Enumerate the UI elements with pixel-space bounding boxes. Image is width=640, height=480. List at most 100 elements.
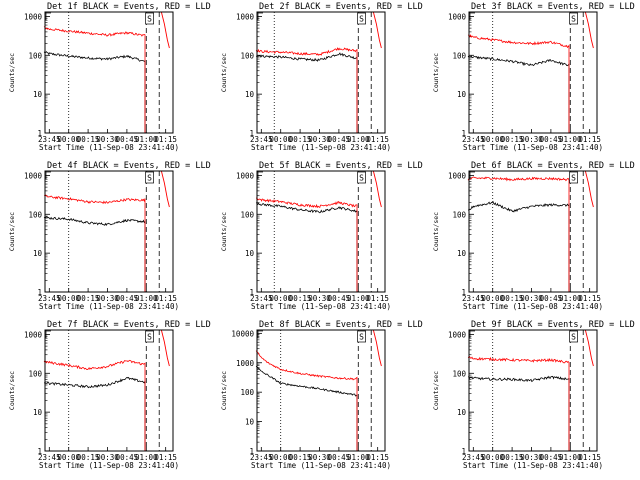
y-axis-label: Counts/sec: [432, 212, 440, 251]
y-tick-label: 1: [461, 447, 466, 456]
lld-spike-segment: [584, 170, 594, 208]
x-tick-label: 23:45: [462, 294, 485, 303]
x-tick-label: 00:15: [501, 135, 524, 144]
y-tick-label: 100: [240, 51, 254, 60]
x-tick-label: 00:15: [77, 453, 100, 462]
x-tick-label: 01:00: [347, 135, 370, 144]
plot-frame: [44, 329, 174, 452]
y-tick-label: 1: [461, 129, 466, 138]
plot-frame: [468, 11, 598, 134]
x-axis-label: Start Time (11-Sep-08 23:41:40): [251, 143, 391, 152]
y-axis-label: Counts/sec: [220, 371, 228, 410]
x-tick-label: 01:15: [578, 294, 601, 303]
y-tick-label: 1: [37, 129, 42, 138]
x-tick-label: 00:15: [289, 453, 312, 462]
x-tick-label: 00:00: [57, 135, 80, 144]
events-series-line: [255, 52, 358, 133]
x-axis-label: Start Time (11-Sep-08 23:41:40): [39, 143, 179, 152]
y-tick-label: 100: [28, 51, 42, 60]
x-tick-label: 00:45: [328, 135, 351, 144]
y-axis-label: Counts/sec: [220, 53, 228, 92]
events-series-line: [255, 202, 358, 292]
x-tick-label: 00:00: [269, 453, 292, 462]
x-tick-label: 23:45: [250, 294, 273, 303]
x-tick-label: 00:15: [501, 294, 524, 303]
x-tick-label: 00:30: [96, 135, 119, 144]
lld-series-line: [44, 194, 146, 292]
panel-det-3: Det 3f BLACK = Events, RED = LLD Start Ti…: [432, 2, 635, 152]
event-marker-label: S: [147, 333, 152, 342]
y-tick-label: 1000: [24, 171, 43, 180]
panel-det-6: Det 6f BLACK = Events, RED = LLD Start Ti…: [432, 161, 635, 311]
plot-frame: [256, 11, 386, 134]
plot-frame: [44, 170, 174, 293]
x-axis-label: Start Time (11-Sep-08 23:41:40): [463, 302, 603, 311]
x-axis-label: Start Time (11-Sep-08 23:41:40): [251, 461, 391, 470]
x-tick-label: 23:45: [38, 135, 61, 144]
x-tick-label: 00:00: [481, 135, 504, 144]
x-tick-label: 01:00: [559, 453, 582, 462]
y-tick-label: 1000: [24, 330, 43, 339]
lld-spike-segment: [160, 11, 170, 49]
x-tick-label: 01:00: [135, 453, 158, 462]
y-tick-label: 1: [37, 447, 42, 456]
events-series-line: [43, 376, 146, 451]
panel-title: Det 9f BLACK = Events, RED = LLD: [471, 320, 635, 330]
panel-det-7: Det 7f BLACK = Events, RED = LLD Start Ti…: [8, 320, 211, 470]
event-marker-label: S: [147, 174, 152, 183]
event-marker-box: [145, 12, 154, 25]
x-tick-label: 01:00: [559, 135, 582, 144]
y-tick-label: 100: [452, 369, 466, 378]
event-marker-box: [145, 330, 154, 343]
event-marker-box: [357, 171, 366, 184]
y-tick-label: 1000: [448, 12, 467, 21]
x-tick-label: 00:30: [520, 294, 543, 303]
x-tick-label: 00:45: [540, 135, 563, 144]
y-tick-label: 1: [37, 288, 42, 297]
x-tick-label: 01:15: [578, 453, 601, 462]
x-tick-label: 00:15: [501, 453, 524, 462]
events-series-line: [43, 51, 146, 133]
event-marker-box: [569, 171, 578, 184]
x-tick-label: 00:30: [308, 135, 331, 144]
events-series-line: [468, 375, 570, 451]
x-tick-label: 00:00: [481, 453, 504, 462]
y-tick-label: 100: [452, 210, 466, 219]
x-axis-label: Start Time (11-Sep-08 23:41:40): [39, 461, 179, 470]
y-tick-label: 100: [240, 388, 254, 397]
y-axis-label: Counts/sec: [8, 53, 16, 92]
lld-spike-segment: [584, 329, 594, 367]
y-tick-label: 1: [249, 447, 254, 456]
event-marker-box: [357, 12, 366, 25]
y-tick-label: 100: [28, 369, 42, 378]
panel-title: Det 4f BLACK = Events, RED = LLD: [47, 161, 211, 171]
y-tick-label: 10: [33, 408, 43, 417]
x-tick-label: 00:45: [116, 453, 139, 462]
lld-series-line: [255, 350, 358, 451]
x-tick-label: 00:45: [328, 453, 351, 462]
events-series-line: [467, 55, 570, 133]
x-tick-label: 00:00: [57, 453, 80, 462]
y-tick-label: 1000: [236, 359, 255, 368]
lld-series-line: [43, 26, 146, 133]
x-tick-label: 00:15: [77, 294, 100, 303]
event-marker-box: [569, 12, 578, 25]
event-marker-label: S: [147, 15, 152, 24]
lld-spike-segment: [372, 170, 382, 208]
x-tick-label: 01:00: [347, 453, 370, 462]
panel-det-9: Det 9f BLACK = Events, RED = LLD Start Ti…: [432, 320, 635, 470]
x-tick-label: 01:00: [559, 294, 582, 303]
plot-frame: [256, 329, 386, 452]
y-axis-label: Counts/sec: [8, 212, 16, 251]
lld-series-line: [256, 197, 358, 292]
x-tick-label: 00:45: [540, 294, 563, 303]
x-tick-label: 01:15: [154, 453, 177, 462]
x-tick-label: 23:45: [38, 294, 61, 303]
x-tick-label: 00:00: [269, 294, 292, 303]
x-tick-label: 01:15: [154, 294, 177, 303]
panel-det-2: Det 2f BLACK = Events, RED = LLD Start Ti…: [220, 2, 423, 152]
y-tick-label: 100: [28, 210, 42, 219]
x-tick-label: 01:15: [154, 135, 177, 144]
event-marker-label: S: [571, 15, 576, 24]
